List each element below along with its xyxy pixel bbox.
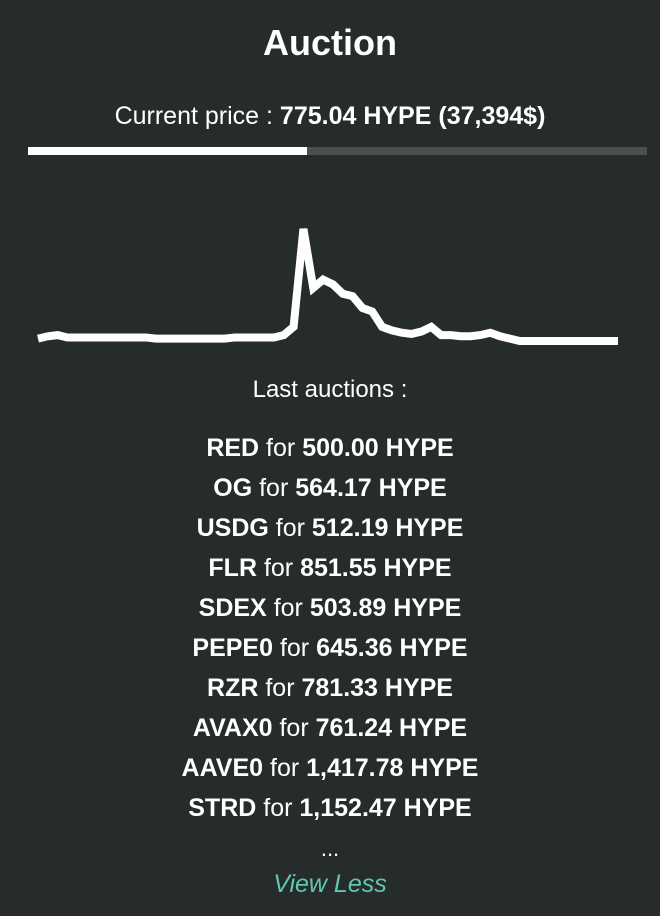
current-price-value: 775.04 HYPE bbox=[279, 102, 432, 130]
auction-amount: 761.24 HYPE bbox=[315, 714, 468, 742]
auction-connector: for bbox=[252, 474, 296, 502]
current-price: Current price : 775.04 HYPE (37,394$) bbox=[0, 102, 660, 131]
auction-amount: 564.17 HYPE bbox=[295, 474, 447, 502]
auction-token: RZR bbox=[207, 674, 259, 702]
auction-token: SDEX bbox=[198, 594, 267, 622]
auction-item: PEPE0 for 645.36 HYPE bbox=[0, 628, 660, 668]
page-title: Auction bbox=[263, 22, 397, 63]
auction-item: OG for 564.17 HYPE bbox=[0, 468, 660, 508]
current-price-usd: (37,394$) bbox=[438, 102, 546, 130]
auction-token: PEPE0 bbox=[192, 634, 274, 662]
auction-token: FLR bbox=[208, 554, 258, 582]
auction-amount: 1,417.78 HYPE bbox=[306, 754, 479, 782]
view-less-link[interactable]: View Less bbox=[273, 870, 387, 898]
auction-connector: for bbox=[272, 714, 316, 742]
auction-amount: 1,152.47 HYPE bbox=[299, 794, 472, 822]
auction-token: USDG bbox=[196, 514, 269, 542]
auction-amount: 851.55 HYPE bbox=[300, 554, 452, 582]
auction-amount: 500.00 HYPE bbox=[302, 434, 454, 462]
auction-item: RED for 500.00 HYPE bbox=[0, 428, 660, 468]
auction-item: STRD for 1,152.47 HYPE bbox=[0, 788, 660, 828]
auction-amount: 781.33 HYPE bbox=[301, 674, 453, 702]
auction-amount: 645.36 HYPE bbox=[316, 634, 468, 662]
sparkline-series bbox=[37, 228, 618, 345]
last-auctions-label: Last auctions : bbox=[252, 376, 408, 403]
auction-list: RED for 500.00 HYPE OG for 564.17 HYPE USD… bbox=[0, 428, 660, 828]
auction-connector: for bbox=[273, 634, 317, 662]
auction-token: AVAX0 bbox=[192, 714, 273, 742]
auction-item: SDEX for 503.89 HYPE bbox=[0, 588, 660, 628]
auction-token: AAVE0 bbox=[181, 754, 264, 782]
auction-amount: 503.89 HYPE bbox=[309, 594, 462, 622]
auction-item: USDG for 512.19 HYPE bbox=[0, 508, 660, 548]
auction-token: OG bbox=[213, 474, 253, 502]
more-ellipsis: ... bbox=[320, 836, 340, 861]
auction-connector: for bbox=[257, 554, 301, 582]
current-price-label: Current price : bbox=[114, 102, 280, 130]
auction-token: RED bbox=[206, 434, 260, 462]
auction-progress-fill bbox=[28, 147, 307, 155]
auction-token: STRD bbox=[188, 794, 257, 822]
auction-connector: for bbox=[263, 754, 307, 782]
auction-connector: for bbox=[268, 514, 312, 542]
auction-connector: for bbox=[266, 594, 310, 622]
auction-amount: 512.19 HYPE bbox=[311, 514, 464, 542]
auction-item: AVAX0 for 761.24 HYPE bbox=[0, 708, 660, 748]
auction-connector: for bbox=[258, 674, 302, 702]
auction-item: FLR for 851.55 HYPE bbox=[0, 548, 660, 588]
auction-item: AAVE0 for 1,417.78 HYPE bbox=[0, 748, 660, 788]
auction-item: RZR for 781.33 HYPE bbox=[0, 668, 660, 708]
auction-connector: for bbox=[259, 434, 303, 462]
auction-connector: for bbox=[256, 794, 300, 822]
auction-progress-bar bbox=[28, 147, 647, 155]
price-sparkline bbox=[37, 228, 618, 345]
